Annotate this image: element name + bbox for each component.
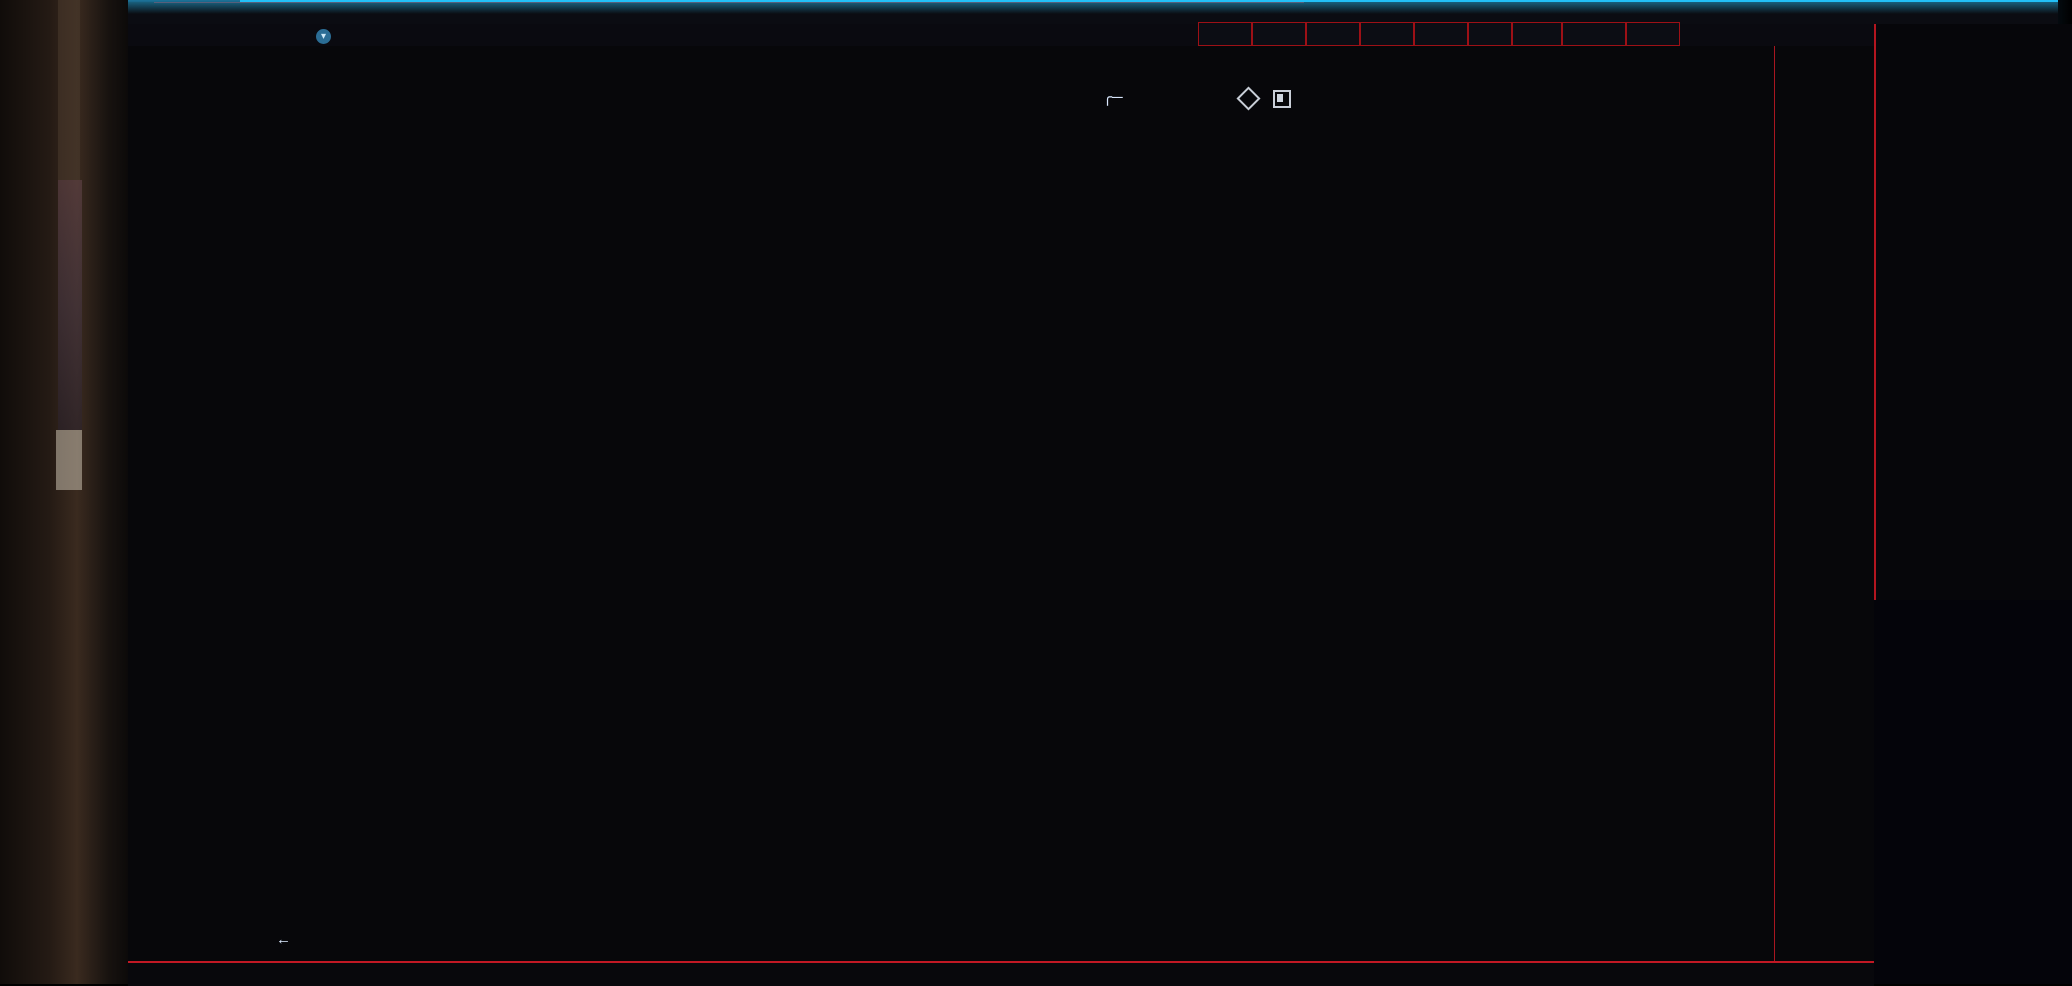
button-mark[interactable] [1512, 22, 1562, 46]
button-multi-stock[interactable] [1306, 22, 1360, 46]
low-annotation-arrow: ← [276, 931, 291, 948]
date-axis [128, 961, 1874, 986]
button-add-favorite[interactable] [1562, 22, 1626, 46]
button-statistics[interactable] [1360, 22, 1414, 46]
price-line-series [128, 46, 1774, 961]
tick-list[interactable] [1874, 600, 2072, 984]
high-annotation-arrow: ╭─ [1103, 89, 1123, 106]
symbol-header [1876, 24, 2072, 50]
bezel-reflection-2 [58, 180, 82, 430]
bezel-reflection-3 [56, 430, 82, 490]
button-overlay[interactable] [1252, 22, 1306, 46]
button-adjust-price[interactable] [1198, 22, 1252, 46]
chevron-down-icon[interactable]: ▾ [316, 29, 331, 44]
monitor-bezel-left [0, 0, 140, 984]
diamond-marker-icon[interactable] [1236, 86, 1261, 111]
chart-tool-buttons [1198, 22, 1680, 46]
button-f10[interactable] [1468, 22, 1512, 46]
application-window: ▾ ╭─ ← [128, 0, 2072, 986]
panel-toggle-icon[interactable] [1273, 90, 1291, 108]
button-back[interactable] [1626, 22, 1680, 46]
period-toolbar-frame [154, 2, 1304, 26]
bezel-reflection-1 [58, 0, 80, 180]
price-axis [1774, 46, 1875, 961]
button-draw-line[interactable] [1414, 22, 1468, 46]
period-toolbar [128, 2, 2058, 26]
price-chart[interactable]: ╭─ ← [128, 46, 1774, 961]
symbol-row: ▾ [128, 24, 2058, 46]
